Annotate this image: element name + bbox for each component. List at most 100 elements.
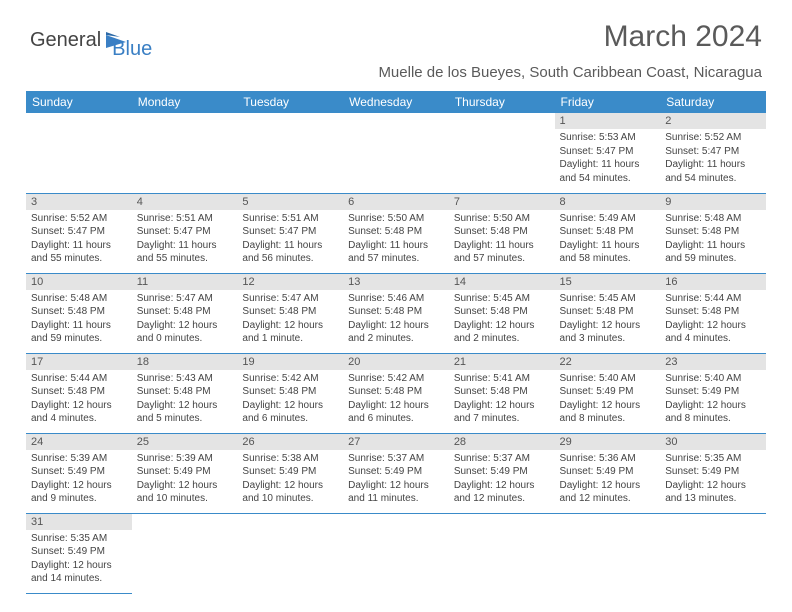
- sunset-text: Sunset: 5:47 PM: [137, 225, 233, 239]
- daylight-text-1: Daylight: 11 hours: [454, 239, 550, 253]
- calendar-cell: [555, 513, 661, 593]
- daylight-text-2: and 56 minutes.: [242, 252, 338, 266]
- calendar-cell: [26, 113, 132, 193]
- daylight-text-1: Daylight: 11 hours: [31, 319, 127, 333]
- calendar-cell: 17Sunrise: 5:44 AMSunset: 5:48 PMDayligh…: [26, 353, 132, 433]
- daylight-text-2: and 55 minutes.: [31, 252, 127, 266]
- sunrise-text: Sunrise: 5:39 AM: [137, 452, 233, 466]
- calendar-body: 1Sunrise: 5:53 AMSunset: 5:47 PMDaylight…: [26, 113, 766, 593]
- month-title: March 2024: [378, 20, 762, 54]
- calendar-cell: [237, 113, 343, 193]
- sunrise-text: Sunrise: 5:51 AM: [137, 212, 233, 226]
- daylight-text-2: and 10 minutes.: [137, 492, 233, 506]
- daylight-text-2: and 9 minutes.: [31, 492, 127, 506]
- sunset-text: Sunset: 5:49 PM: [560, 465, 656, 479]
- day-number: 25: [132, 434, 238, 450]
- daylight-text-1: Daylight: 11 hours: [137, 239, 233, 253]
- sunset-text: Sunset: 5:47 PM: [31, 225, 127, 239]
- sunrise-text: Sunrise: 5:52 AM: [665, 131, 761, 145]
- sunset-text: Sunset: 5:49 PM: [31, 545, 127, 559]
- day-details: Sunrise: 5:45 AMSunset: 5:48 PMDaylight:…: [555, 290, 661, 348]
- daylight-text-1: Daylight: 12 hours: [560, 479, 656, 493]
- sunset-text: Sunset: 5:48 PM: [348, 225, 444, 239]
- day-number: 2: [660, 113, 766, 129]
- calendar-cell: 30Sunrise: 5:35 AMSunset: 5:49 PMDayligh…: [660, 433, 766, 513]
- day-number: 20: [343, 354, 449, 370]
- day-details: Sunrise: 5:35 AMSunset: 5:49 PMDaylight:…: [660, 450, 766, 508]
- calendar-cell: [237, 513, 343, 593]
- calendar-cell: 22Sunrise: 5:40 AMSunset: 5:49 PMDayligh…: [555, 353, 661, 433]
- day-number: 10: [26, 274, 132, 290]
- sunrise-text: Sunrise: 5:36 AM: [560, 452, 656, 466]
- logo-text-general: General: [30, 29, 101, 52]
- daylight-text-1: Daylight: 12 hours: [242, 479, 338, 493]
- sunset-text: Sunset: 5:48 PM: [137, 385, 233, 399]
- sunset-text: Sunset: 5:48 PM: [560, 225, 656, 239]
- logo-text-blue: Blue: [112, 38, 152, 61]
- daylight-text-1: Daylight: 12 hours: [560, 399, 656, 413]
- sunrise-text: Sunrise: 5:37 AM: [348, 452, 444, 466]
- sunrise-text: Sunrise: 5:48 AM: [31, 292, 127, 306]
- calendar-cell: 12Sunrise: 5:47 AMSunset: 5:48 PMDayligh…: [237, 273, 343, 353]
- sunrise-text: Sunrise: 5:50 AM: [454, 212, 550, 226]
- daylight-text-1: Daylight: 12 hours: [454, 479, 550, 493]
- daylight-text-2: and 6 minutes.: [242, 412, 338, 426]
- daylight-text-2: and 13 minutes.: [665, 492, 761, 506]
- day-details: Sunrise: 5:36 AMSunset: 5:49 PMDaylight:…: [555, 450, 661, 508]
- day-number: 15: [555, 274, 661, 290]
- day-number: 24: [26, 434, 132, 450]
- calendar-cell: 15Sunrise: 5:45 AMSunset: 5:48 PMDayligh…: [555, 273, 661, 353]
- sunset-text: Sunset: 5:48 PM: [665, 225, 761, 239]
- sunset-text: Sunset: 5:48 PM: [665, 305, 761, 319]
- sunrise-text: Sunrise: 5:52 AM: [31, 212, 127, 226]
- calendar-cell: 26Sunrise: 5:38 AMSunset: 5:49 PMDayligh…: [237, 433, 343, 513]
- daylight-text-1: Daylight: 12 hours: [137, 479, 233, 493]
- calendar-cell: 21Sunrise: 5:41 AMSunset: 5:48 PMDayligh…: [449, 353, 555, 433]
- day-number: 9: [660, 194, 766, 210]
- day-details: Sunrise: 5:37 AMSunset: 5:49 PMDaylight:…: [449, 450, 555, 508]
- calendar-cell: [132, 113, 238, 193]
- calendar-week: 1Sunrise: 5:53 AMSunset: 5:47 PMDaylight…: [26, 113, 766, 193]
- daylight-text-2: and 59 minutes.: [665, 252, 761, 266]
- sunrise-text: Sunrise: 5:44 AM: [665, 292, 761, 306]
- calendar-cell: 10Sunrise: 5:48 AMSunset: 5:48 PMDayligh…: [26, 273, 132, 353]
- daylight-text-2: and 4 minutes.: [31, 412, 127, 426]
- calendar-cell: 28Sunrise: 5:37 AMSunset: 5:49 PMDayligh…: [449, 433, 555, 513]
- calendar-cell: 1Sunrise: 5:53 AMSunset: 5:47 PMDaylight…: [555, 113, 661, 193]
- day-details: Sunrise: 5:39 AMSunset: 5:49 PMDaylight:…: [26, 450, 132, 508]
- daylight-text-1: Daylight: 12 hours: [454, 399, 550, 413]
- calendar-cell: 4Sunrise: 5:51 AMSunset: 5:47 PMDaylight…: [132, 193, 238, 273]
- daylight-text-2: and 8 minutes.: [560, 412, 656, 426]
- day-details: Sunrise: 5:53 AMSunset: 5:47 PMDaylight:…: [555, 129, 661, 187]
- daylight-text-2: and 11 minutes.: [348, 492, 444, 506]
- daylight-text-2: and 55 minutes.: [137, 252, 233, 266]
- sunset-text: Sunset: 5:47 PM: [560, 145, 656, 159]
- title-block: March 2024 Muelle de los Bueyes, South C…: [378, 20, 762, 81]
- sunrise-text: Sunrise: 5:35 AM: [31, 532, 127, 546]
- daylight-text-1: Daylight: 12 hours: [348, 399, 444, 413]
- day-header: Monday: [132, 91, 238, 113]
- day-number: 5: [237, 194, 343, 210]
- calendar-cell: 6Sunrise: 5:50 AMSunset: 5:48 PMDaylight…: [343, 193, 449, 273]
- day-number: 17: [26, 354, 132, 370]
- sunset-text: Sunset: 5:48 PM: [560, 305, 656, 319]
- calendar-table: SundayMondayTuesdayWednesdayThursdayFrid…: [26, 91, 766, 594]
- calendar-week: 31Sunrise: 5:35 AMSunset: 5:49 PMDayligh…: [26, 513, 766, 593]
- logo: General Blue: [30, 20, 152, 61]
- sunrise-text: Sunrise: 5:39 AM: [31, 452, 127, 466]
- sunrise-text: Sunrise: 5:47 AM: [242, 292, 338, 306]
- sunset-text: Sunset: 5:49 PM: [348, 465, 444, 479]
- sunset-text: Sunset: 5:48 PM: [242, 385, 338, 399]
- day-details: Sunrise: 5:40 AMSunset: 5:49 PMDaylight:…: [660, 370, 766, 428]
- calendar-cell: 14Sunrise: 5:45 AMSunset: 5:48 PMDayligh…: [449, 273, 555, 353]
- day-details: Sunrise: 5:42 AMSunset: 5:48 PMDaylight:…: [237, 370, 343, 428]
- daylight-text-1: Daylight: 12 hours: [665, 319, 761, 333]
- calendar-cell: [343, 113, 449, 193]
- daylight-text-1: Daylight: 12 hours: [560, 319, 656, 333]
- sunrise-text: Sunrise: 5:51 AM: [242, 212, 338, 226]
- calendar-cell: 3Sunrise: 5:52 AMSunset: 5:47 PMDaylight…: [26, 193, 132, 273]
- day-details: Sunrise: 5:38 AMSunset: 5:49 PMDaylight:…: [237, 450, 343, 508]
- daylight-text-2: and 3 minutes.: [560, 332, 656, 346]
- sunset-text: Sunset: 5:49 PM: [31, 465, 127, 479]
- day-number: 26: [237, 434, 343, 450]
